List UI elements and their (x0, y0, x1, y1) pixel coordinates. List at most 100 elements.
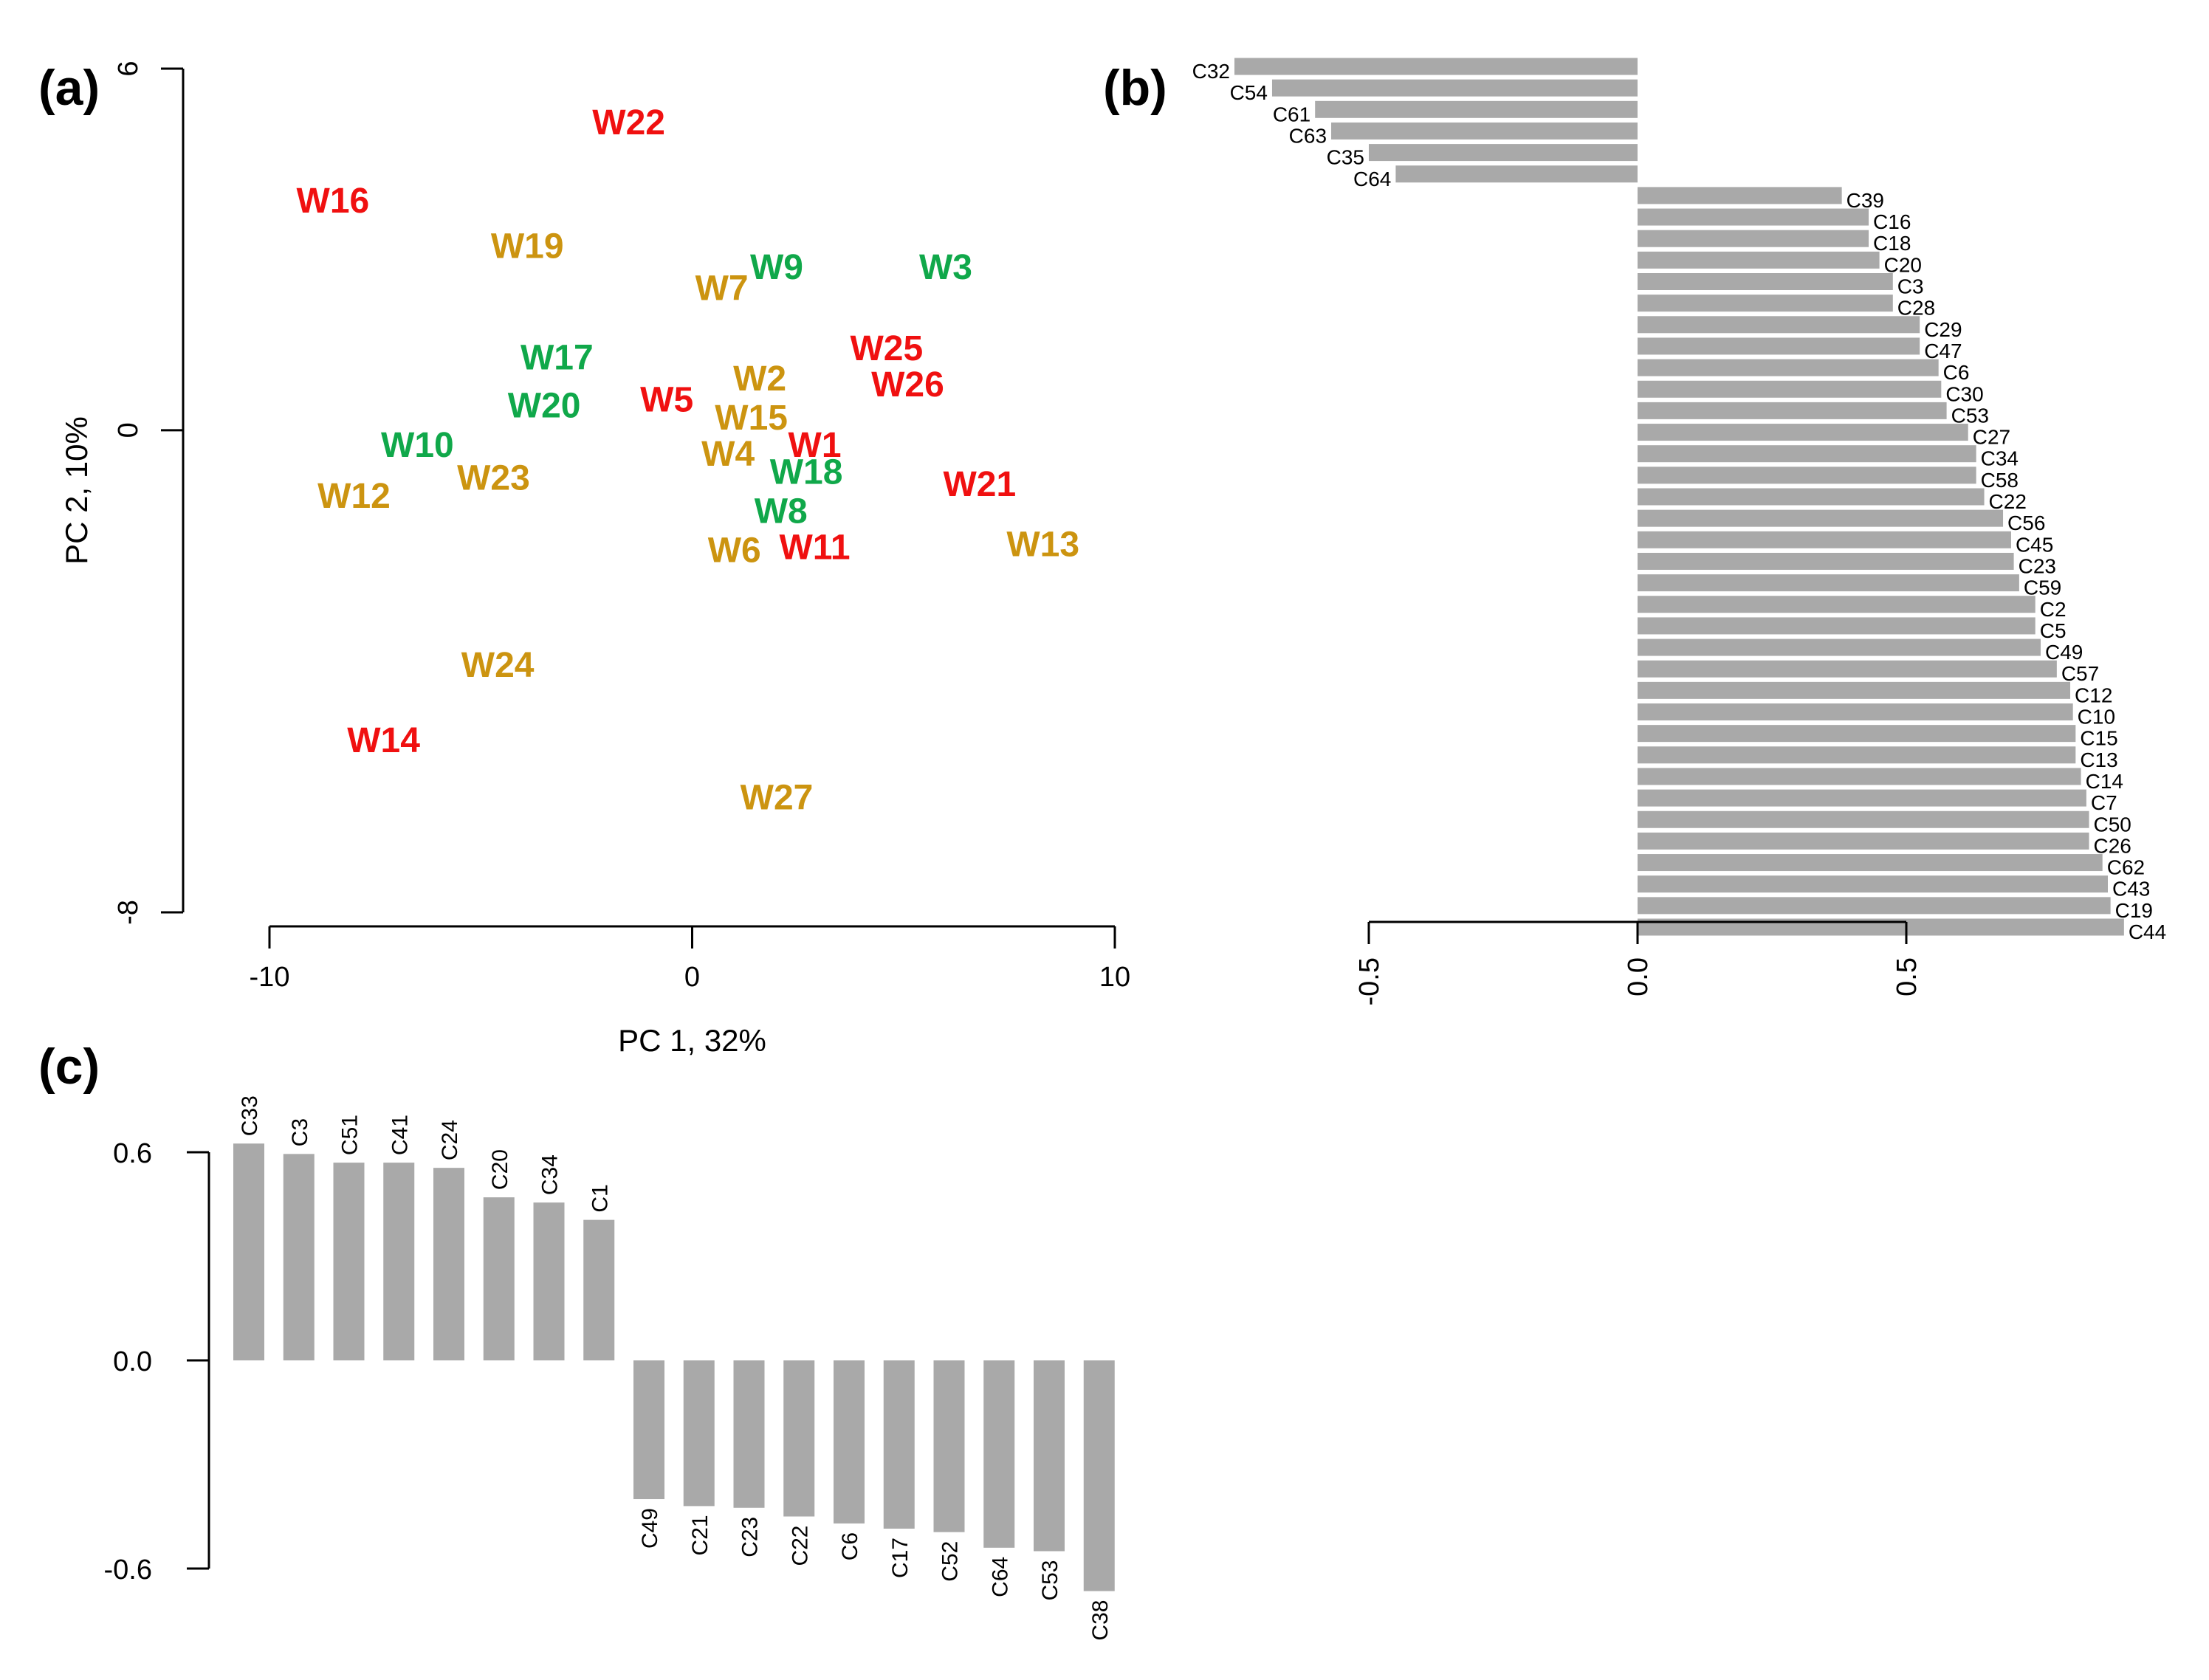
a-x-tick-label: 10 (1099, 962, 1130, 993)
b-bar-c6 (1638, 359, 1939, 376)
a-axes: -8 0 6 -10 0 10 PC 1, 32% PC 2, 10% (59, 61, 1130, 1058)
a-point-label-w21: W21 (943, 465, 1016, 504)
b-bar-label: C62 (2107, 856, 2145, 879)
b-bar-label: C18 (1873, 232, 1911, 255)
b-axes: -0.5 0.0 0.5 (1354, 920, 1923, 1005)
b-bar-label: C50 (2094, 813, 2131, 836)
b-bar-c18 (1638, 230, 1869, 247)
a-x-tick-label: -10 (250, 962, 290, 993)
c-bar-c22 (783, 1360, 815, 1517)
a-point-label-w9: W9 (750, 248, 803, 287)
b-bar-c62 (1638, 854, 2103, 872)
b-bar-c50 (1638, 810, 2089, 828)
b-bar-c47 (1638, 337, 1920, 355)
b-bars: C32C54C61C63C35C64C39C16C18C20C3C28C29C4… (1192, 58, 2166, 943)
b-bar-label: C27 (1973, 426, 2010, 449)
a-point-label-w25: W25 (850, 329, 923, 368)
b-bar-c5 (1638, 617, 2035, 635)
b-bar-c28 (1638, 295, 1893, 312)
b-bar-c16 (1638, 208, 1869, 226)
b-bar-label: C43 (2112, 878, 2150, 901)
b-bar-c22 (1638, 488, 1985, 506)
c-bar-c33 (233, 1143, 264, 1360)
b-bar-c23 (1638, 552, 2014, 570)
c-bar-label: C22 (788, 1526, 812, 1566)
c-bar-label: C1 (588, 1184, 612, 1212)
b-bar-label: C28 (1897, 297, 1935, 320)
b-bar-label: C23 (2019, 554, 2056, 577)
a-point-label-w23: W23 (457, 459, 530, 498)
b-bar-label: C34 (1981, 447, 2019, 470)
b-bar-label: C63 (1289, 124, 1327, 147)
c-bar-c64 (983, 1360, 1015, 1548)
panel-label-b: (b) (1103, 60, 1167, 116)
c-bar-label: C33 (238, 1095, 262, 1136)
b-bar-label: C44 (2129, 920, 2166, 943)
a-x-tick-label: 0 (684, 962, 700, 993)
c-bars: C33 C3 C51 C41 C24 C20 C34 C1 C49 C21 C23 C22 C6 C17 C… (233, 1095, 1115, 1641)
a-point-label-w7: W7 (695, 269, 749, 308)
b-bar-c59 (1638, 574, 2019, 592)
b-bar-label: C47 (1924, 340, 1962, 362)
c-y-tick-label: 0.0 (113, 1346, 152, 1377)
panel-label-a: (a) (38, 60, 100, 116)
b-bar-c26 (1638, 832, 2089, 850)
b-bar-c64 (1395, 165, 1638, 183)
c-axes: 0.6 0.0 -0.6 (104, 1138, 210, 1586)
c-bar-c1 (583, 1219, 615, 1360)
b-bar-c30 (1638, 380, 1942, 398)
b-bar-c15 (1638, 725, 2076, 743)
b-bar-c54 (1271, 79, 1638, 97)
b-bar-label: C13 (2080, 748, 2117, 771)
a-point-label-w5: W5 (640, 381, 693, 420)
c-bar-label: C34 (538, 1154, 563, 1195)
b-bar-c39 (1638, 187, 1842, 204)
b-bar-c12 (1638, 681, 2071, 699)
b-bar-label: C58 (1981, 469, 2019, 492)
b-bar-label: C3 (1897, 275, 1924, 298)
c-bar-label: C24 (438, 1120, 462, 1160)
a-point-label-w2: W2 (733, 359, 786, 399)
b-bar-c56 (1638, 509, 2004, 527)
b-bar-label: C2 (2040, 598, 2067, 621)
b-bar-label: C39 (1846, 189, 1884, 212)
b-bar-c2 (1638, 596, 2035, 613)
c-bar-c20 (483, 1197, 515, 1360)
a-point-label-w1: W1 (789, 426, 842, 465)
b-bar-label: C49 (2045, 641, 2083, 664)
panel-label-c: (c) (38, 1039, 100, 1095)
b-bar-label: C22 (1989, 490, 2027, 513)
a-y-tick-label: 0 (113, 422, 144, 438)
b-bar-c10 (1638, 703, 2073, 720)
a-point-label-w20: W20 (508, 387, 581, 426)
c-bar-label: C51 (338, 1115, 363, 1155)
b-bar-label: C6 (1943, 361, 1970, 384)
c-bar-label: C23 (738, 1517, 763, 1557)
b-bar-label: C56 (2007, 512, 2045, 534)
b-bar-c53 (1638, 402, 1947, 419)
a-y-tick-label: 6 (113, 61, 144, 76)
b-bar-c45 (1638, 531, 2011, 548)
a-y-tick-label: -8 (113, 900, 144, 925)
c-bar-c38 (1083, 1360, 1115, 1591)
b-bar-c63 (1331, 122, 1638, 140)
c-bar-label: C64 (988, 1557, 1012, 1597)
b-bar-label: C59 (2024, 576, 2061, 599)
a-point-label-w27: W27 (741, 778, 814, 817)
a-point-label-w15: W15 (715, 399, 788, 438)
c-bar-c21 (683, 1360, 715, 1507)
b-bar-c34 (1638, 445, 1976, 463)
c-bar-label: C17 (888, 1538, 913, 1578)
b-bar-c49 (1638, 638, 2041, 656)
b-bar-label: C15 (2080, 727, 2117, 750)
b-bar-label: C10 (2078, 706, 2115, 729)
chart-c-vertical-bars: C33 C3 C51 C41 C24 C20 C34 C1 C49 C21 C23 C22 C6 C17 C… (104, 1095, 1115, 1641)
c-bar-c23 (733, 1360, 765, 1508)
b-bar-label: C7 (2091, 791, 2117, 814)
b-bar-c32 (1234, 58, 1638, 75)
b-bar-label: C35 (1327, 146, 1364, 169)
a-point-label-w19: W19 (491, 227, 564, 266)
b-bar-c14 (1638, 768, 2081, 785)
b-bar-label: C29 (1924, 318, 1962, 341)
